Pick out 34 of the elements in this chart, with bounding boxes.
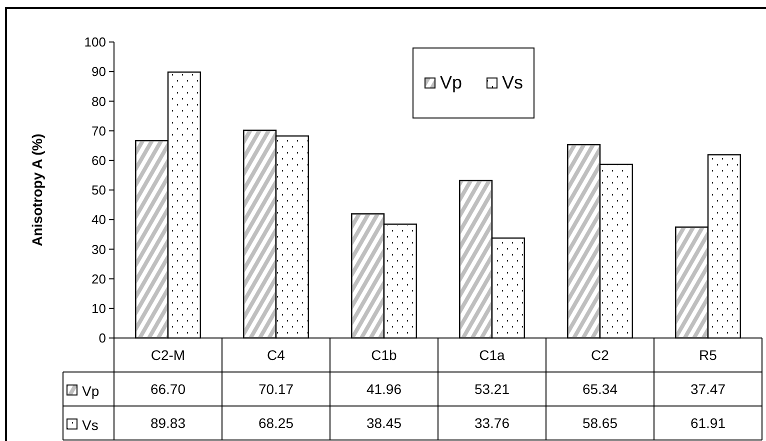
y-axis-title: Anisotropy A (%): [29, 134, 45, 246]
data-label: 61.91: [690, 414, 726, 431]
y-tick-label: 0: [98, 330, 106, 346]
data-label: 70.17: [258, 380, 294, 397]
y-tick-label: 90: [92, 64, 106, 80]
text: Vp: [82, 382, 100, 399]
data-label: 58.65: [582, 414, 618, 431]
data-label: 89.83: [150, 414, 186, 431]
text: Vs: [82, 416, 98, 433]
data-label: 68.25: [258, 414, 294, 431]
y-tick-label: 60: [92, 152, 106, 168]
data-label: 53.21: [474, 380, 510, 397]
y-tick-label: 10: [92, 300, 106, 316]
y-tick-label: 50: [92, 182, 106, 198]
data-label: 37.47: [690, 380, 726, 397]
data-label: 66.70: [150, 380, 186, 397]
y-tick-label: 20: [92, 271, 106, 286]
y-tick-label: 40: [92, 212, 106, 228]
data-label: 33.76: [474, 414, 510, 431]
x-tick-label: C4: [267, 346, 286, 363]
x-tick-label: R5: [699, 346, 718, 363]
x-tick-label: C1a: [479, 346, 506, 363]
data-label: 65.34: [582, 380, 618, 397]
data-label: 38.45: [366, 414, 402, 431]
legend-label: Vs: [502, 72, 524, 92]
x-tick-label: C2: [591, 346, 610, 363]
x-tick-label: C1b: [371, 346, 398, 363]
data-label: 41.96: [366, 380, 402, 397]
y-tick-label: 80: [92, 94, 106, 109]
legend-label: Vp: [440, 72, 462, 92]
y-tick-label: 70: [92, 123, 106, 138]
y-tick-label: 30: [92, 242, 106, 257]
x-tick-label: C2-M: [150, 346, 186, 363]
y-tick-label: 100: [84, 34, 106, 50]
